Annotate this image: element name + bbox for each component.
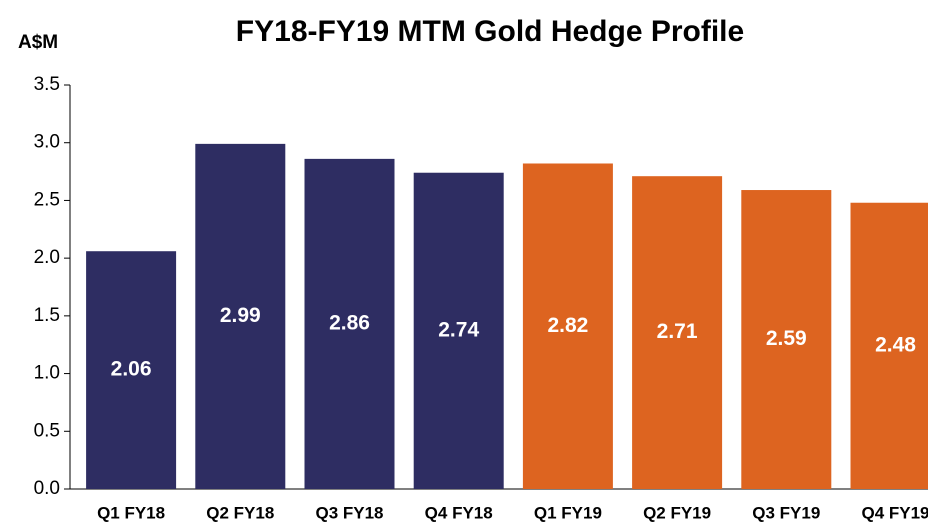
x-tick-label: Q3 FY19 <box>752 503 820 522</box>
value-label: 2.59 <box>766 327 807 350</box>
y-tick-label: 2.5 <box>34 189 60 210</box>
bar <box>632 176 723 489</box>
y-tick-label: 0.0 <box>34 478 60 499</box>
x-tick-label: Q2 FY18 <box>206 503 274 522</box>
chart-title: FY18-FY19 MTM Gold Hedge Profile <box>236 15 744 48</box>
y-tick-label: 2.0 <box>34 247 60 268</box>
bar <box>522 163 613 489</box>
y-axis-label: A$M <box>18 32 58 53</box>
bar <box>741 190 832 490</box>
x-tick-label: Q1 FY19 <box>534 503 602 522</box>
x-tick-label: Q2 FY19 <box>643 503 711 522</box>
y-tick-label: 1.0 <box>34 363 60 384</box>
bar <box>304 158 395 490</box>
y-tick-label: 1.5 <box>34 305 60 326</box>
bar <box>86 251 177 489</box>
x-tick-label: Q3 FY18 <box>315 503 383 522</box>
value-label: 2.48 <box>875 333 916 356</box>
y-tick-label: 0.5 <box>34 420 60 441</box>
value-label: 2.06 <box>111 358 152 381</box>
y-tick-label: 3.0 <box>34 132 60 153</box>
bar <box>195 143 286 489</box>
bar <box>850 202 928 490</box>
y-tick-label: 3.5 <box>34 74 60 95</box>
x-tick-label: Q4 FY19 <box>861 503 928 522</box>
x-tick-label: Q1 FY18 <box>97 503 165 522</box>
x-tick-label: Q4 FY18 <box>425 503 493 522</box>
bar <box>413 172 504 489</box>
value-label: 2.99 <box>220 304 261 327</box>
value-label: 2.71 <box>657 320 698 343</box>
value-label: 2.86 <box>329 311 370 334</box>
value-label: 2.82 <box>547 314 588 337</box>
value-label: 2.74 <box>438 318 479 341</box>
